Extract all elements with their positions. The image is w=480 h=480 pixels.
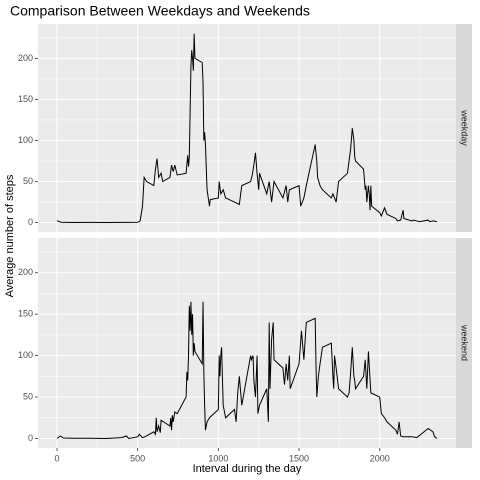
strip [456,24,472,232]
x-tick-label: 1500 [289,453,309,463]
panel-background [38,24,456,232]
line [56,33,438,223]
y-tick-label: 200 [18,267,33,277]
strip [456,238,472,448]
x-tick-label: 500 [130,453,145,463]
line [56,301,438,440]
chart-title: Comparison Between Weekdays and Weekends [10,3,310,19]
x-tick-label: 1000 [208,453,228,463]
x-axis-label: Interval during the day [193,463,302,475]
y-tick-label: 100 [18,135,33,145]
panel-background [38,238,456,448]
y-axis-label: Average number of steps [4,174,16,297]
x-tick-label: 0 [54,453,59,463]
y-tick-label: 100 [18,350,33,360]
y-tick-label: 50 [23,176,33,186]
strip-label: weekday [460,109,470,146]
y-tick-label: 150 [18,309,33,319]
y-tick-label: 200 [18,53,33,63]
y-tick-label: 0 [28,217,33,227]
y-tick-label: 50 [23,391,33,401]
y-tick-label: 0 [28,433,33,443]
strip-label: weekend [460,324,470,361]
x-tick-label: 2000 [370,453,390,463]
y-tick-label: 150 [18,94,33,104]
